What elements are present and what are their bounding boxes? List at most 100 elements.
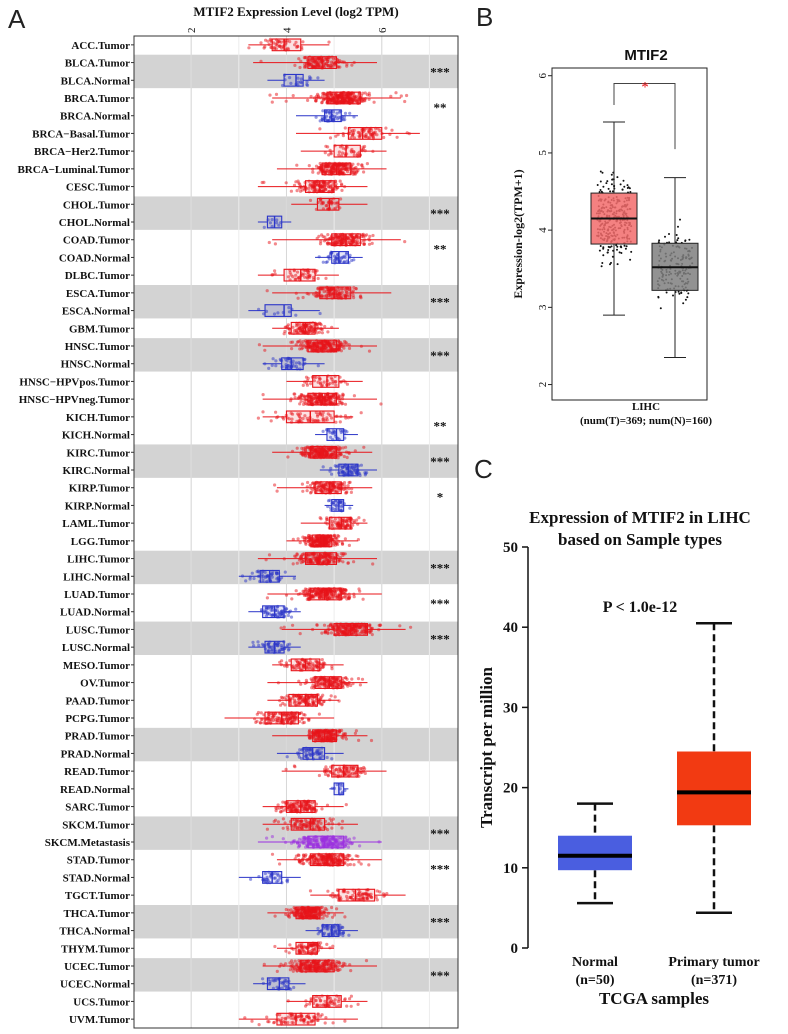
data-point: [307, 186, 311, 190]
data-point: [334, 465, 339, 469]
data-point: [328, 698, 332, 702]
data-point: [324, 164, 328, 168]
data-point: [328, 241, 332, 246]
data-point: [298, 632, 302, 636]
data-point: [395, 135, 399, 139]
data-point: [293, 765, 297, 769]
panel-a-expression-chart: MTIF2 Expression Level (log2 TPM)2 4 6ACC.…: [17, 4, 459, 1029]
data-point: [328, 136, 333, 140]
data-point: [317, 773, 321, 778]
data-point: [363, 91, 367, 95]
row-label: SKCM.Tumor: [62, 819, 130, 831]
data-point: [303, 446, 307, 450]
data-point: [340, 182, 344, 186]
data-point: [340, 819, 345, 823]
data-point: [341, 446, 345, 450]
row-label: BRCA−Her2.Tumor: [34, 146, 130, 158]
data-point: [296, 179, 300, 183]
data-point: [268, 221, 272, 225]
data-point: [346, 484, 350, 488]
box: [333, 144, 361, 158]
data-point: [320, 233, 324, 237]
data-point: [316, 76, 320, 80]
data-point: [283, 570, 287, 574]
data-point: [352, 519, 356, 523]
data-point: [336, 65, 340, 69]
data-point: [334, 179, 338, 183]
data-point: [372, 100, 376, 104]
data-point: [289, 615, 294, 619]
data-point: [250, 571, 254, 575]
data-point: [307, 164, 311, 168]
box: [324, 109, 342, 123]
data-point: [365, 162, 369, 166]
data-point: [362, 242, 366, 246]
data-point: [321, 260, 325, 264]
data-point: [326, 631, 330, 635]
data-point: [316, 171, 320, 175]
data-point: [265, 289, 269, 293]
data-point: [244, 579, 248, 583]
data-point: [334, 187, 338, 191]
data-point: [368, 234, 372, 238]
data-point: [311, 683, 315, 688]
data-point: [348, 111, 352, 115]
data-point: [357, 587, 361, 591]
data-point: [311, 65, 316, 69]
data-point: [303, 713, 307, 717]
row-label: LUAD.Normal: [60, 607, 130, 619]
box: [283, 73, 304, 87]
data-point: [320, 331, 324, 335]
data-point: [324, 276, 328, 280]
group-shading-esca: [134, 285, 458, 319]
data-point: [337, 558, 341, 562]
row-label: MESO.Tumor: [63, 660, 130, 672]
data-point: [356, 168, 360, 172]
data-point: [325, 517, 329, 522]
data-point: [340, 235, 345, 239]
data-point: [326, 241, 330, 245]
data-point: [321, 118, 325, 123]
data-point: [362, 170, 366, 174]
data-point: [340, 402, 344, 406]
data-point: [313, 294, 317, 298]
data-point: [285, 694, 289, 698]
row-label: ESCA.Tumor: [66, 288, 130, 300]
data-point: [311, 59, 315, 63]
data-point: [270, 100, 274, 104]
data-point: [309, 382, 313, 386]
data-point: [358, 683, 362, 687]
data-point: [344, 168, 348, 172]
data-point: [268, 93, 272, 97]
data-point: [361, 145, 365, 149]
data-point: [352, 166, 356, 170]
data-point: [322, 623, 327, 627]
data-point: [321, 465, 325, 469]
data-point: [341, 167, 345, 171]
data-point: [330, 826, 334, 830]
data-point: [337, 730, 341, 734]
data-point: [282, 417, 286, 421]
significance-mark: *: [437, 490, 444, 505]
data-point: [350, 63, 354, 67]
data-point: [350, 677, 354, 681]
data-point: [274, 42, 278, 46]
data-point: [318, 65, 322, 69]
data-point: [337, 150, 341, 154]
data-point: [291, 623, 295, 627]
data-point: [286, 613, 290, 618]
data-point: [334, 182, 338, 186]
data-point: [338, 447, 342, 451]
row-label: HNSC.Tumor: [65, 341, 130, 353]
data-point: [340, 151, 344, 155]
data-point: [330, 97, 334, 101]
data-point: [335, 241, 339, 245]
data-point: [270, 218, 274, 222]
data-point: [315, 65, 319, 69]
data-point: [296, 537, 300, 541]
panel-letter-b: B: [476, 2, 493, 32]
data-point: [359, 411, 363, 415]
data-point: [370, 241, 374, 245]
data-point: [299, 682, 303, 686]
plot-background: [134, 36, 458, 1028]
